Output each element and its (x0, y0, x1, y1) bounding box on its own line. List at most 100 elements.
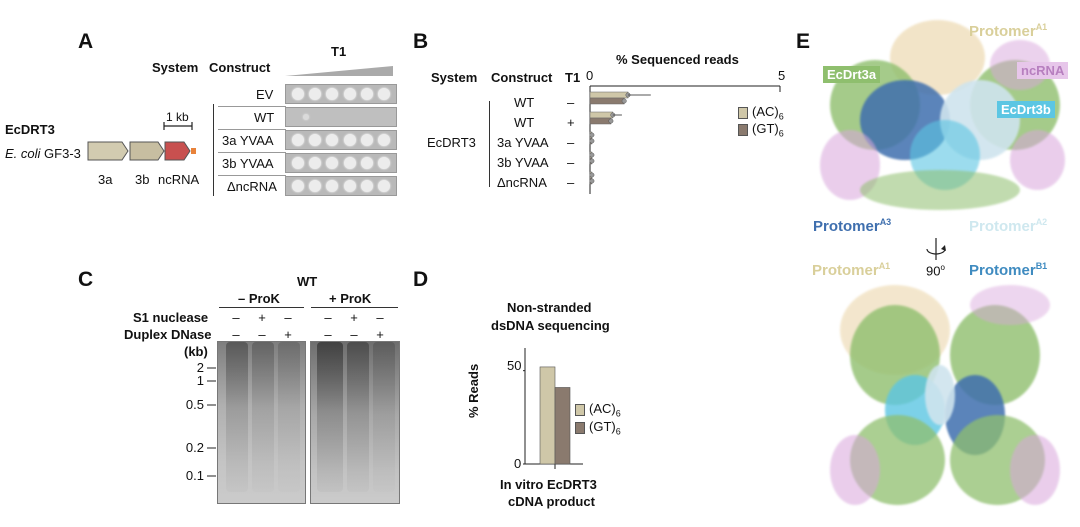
ncrna-tag: ncRNA (1017, 62, 1069, 79)
scale-bar-label: 1 kb (166, 110, 189, 124)
construct-header: Construct (209, 60, 271, 75)
c-s1-sign-2: + (258, 310, 266, 325)
gel-lane-2 (252, 342, 274, 492)
plaque-row-wt (285, 107, 397, 127)
protomer-a2: ProtomerA2 (969, 217, 1047, 235)
b-t1-1: + (567, 115, 575, 130)
b-tick-5: 5 (778, 68, 786, 83)
protomer-a1-top-sup: A1 (1035, 22, 1048, 32)
construct-bracket (213, 104, 214, 196)
b-legend-ac-text: (AC) (752, 104, 779, 119)
b-legend-gt-sub: 6 (778, 128, 784, 139)
d-legend-ac-sub: 6 (615, 408, 621, 419)
rotation-arrow-icon (926, 238, 946, 260)
t1-header: T1 (331, 44, 347, 59)
b-legend-ac-swatch (738, 107, 748, 119)
rotation-angle-value: 90 (926, 263, 941, 279)
gene-3a-arrow (87, 141, 129, 161)
b-point-s0-c3 (589, 152, 595, 158)
c-dnase-sign-4: – (324, 327, 332, 342)
plaque-row-ev (285, 84, 397, 104)
seq-reads-bar-chart (589, 85, 781, 194)
c-marker-0-2kb: 0.2 (185, 440, 204, 455)
panel-b-label: B (413, 30, 429, 53)
panel-a-label: A (78, 30, 94, 53)
b-point-s1-c0 (621, 98, 627, 104)
protomer-b1-sup: B1 (1035, 261, 1048, 271)
d-ytick-0: 0 (514, 456, 522, 471)
b-legend-ac-sub: 6 (778, 111, 784, 122)
c-dnase-sign-3: + (284, 327, 292, 342)
b-system-header: System (431, 70, 478, 85)
b-bar-s0-c0 (589, 91, 629, 99)
d-legend-gt-text: (GT) (589, 419, 616, 434)
protomer-a2-sup: A2 (1035, 217, 1048, 227)
gel-lane-1 (226, 342, 248, 492)
d-xlabel-line2: cDNA product (508, 494, 595, 509)
construct-separators (218, 84, 286, 198)
construct-3b-yvaa: 3b YVAA (222, 156, 274, 171)
gene-label-3a: 3a (98, 172, 113, 187)
c-marker-0-5kb: 0.5 (185, 397, 204, 412)
c-unit-kb: (kb) (184, 344, 208, 359)
construct-3a-yvaa: 3a YVAA (222, 133, 274, 148)
protomer-b1: ProtomerB1 (969, 261, 1047, 279)
b-construct-0: WT (514, 95, 535, 110)
d-legend-gt-sub: 6 (615, 426, 621, 437)
b-t1-3: – (567, 155, 575, 170)
plaque-row-3a-yvaa (285, 130, 397, 150)
b-construct-2: 3a YVAA (497, 135, 549, 150)
b-legend-gt-text: (GT) (752, 121, 779, 136)
organism-genus: E. coli (5, 146, 41, 161)
structure-side-view (830, 285, 1065, 515)
c-marker-1kb: 1 (196, 373, 204, 388)
b-point-s0-c2 (589, 132, 595, 138)
construct-dncrna: ΔncRNA (227, 179, 277, 194)
b-bar-s0-c1 (589, 111, 614, 119)
d-xlabel-line1: In vitro EcDRT3 (500, 477, 597, 492)
protomer-a3-sup: A3 (879, 217, 892, 227)
b-construct-4: ΔncRNA (497, 175, 547, 190)
c-strain: WT (297, 274, 318, 289)
panel-d-label: D (413, 268, 429, 291)
d-legend-ac-text: (AC) (589, 401, 616, 416)
gene-label-ncrna: ncRNA (158, 172, 200, 187)
panel-e-label: E (796, 30, 811, 53)
protomer-a1-top-text: Protomer (969, 23, 1036, 40)
d-legend-gt-swatch (575, 422, 585, 434)
c-row-duplex-dnase: Duplex DNase (124, 327, 212, 342)
structure-top-view (820, 20, 1070, 220)
b-legend-gt-swatch (738, 124, 748, 136)
protomer-b1-text: Protomer (969, 262, 1036, 279)
construct-ev: EV (256, 87, 274, 102)
d-legend-gt: (GT)6 (589, 419, 621, 437)
b-t1-4: – (567, 175, 575, 190)
c-marker-0-1kb: 0.1 (185, 468, 204, 483)
construct-wt: WT (254, 110, 275, 125)
gel-lane-6 (373, 342, 395, 492)
b-point-s0-c4 (589, 172, 595, 178)
d-title-line2: dsDNA sequencing (491, 318, 610, 333)
c-dnase-sign-5: – (350, 327, 358, 342)
seq-reads-axis-title: % Sequenced reads (616, 52, 739, 67)
d-ytick-50: 50 (507, 358, 522, 373)
system-header: System (152, 60, 199, 75)
locus-title: EcDRT3 (5, 122, 55, 137)
c-group-plus-prok: + ProK (329, 291, 372, 306)
c-s1-sign-4: – (324, 310, 332, 325)
panel-c-label: C (78, 268, 94, 291)
b-point-s1-c4 (589, 178, 595, 184)
d-legend-ac: (AC)6 (589, 401, 621, 419)
b-legend-ac: (AC)6 (752, 104, 784, 122)
protomer-a1-bottom: ProtomerA1 (812, 261, 890, 279)
b-bracket (489, 101, 490, 187)
c-s1-sign-5: + (350, 310, 358, 325)
d-title-line1: Non-stranded (507, 300, 592, 315)
b-point-s1-c1 (608, 118, 614, 124)
c-s1-sign-3: – (284, 310, 292, 325)
t1-gradient-wedge (285, 66, 393, 76)
c-dnase-sign-1: – (232, 327, 240, 342)
c-group-minus-line (219, 307, 304, 308)
c-row-s1-nuclease: S1 nuclease (133, 310, 209, 325)
ncrna-end-marker (191, 148, 196, 154)
